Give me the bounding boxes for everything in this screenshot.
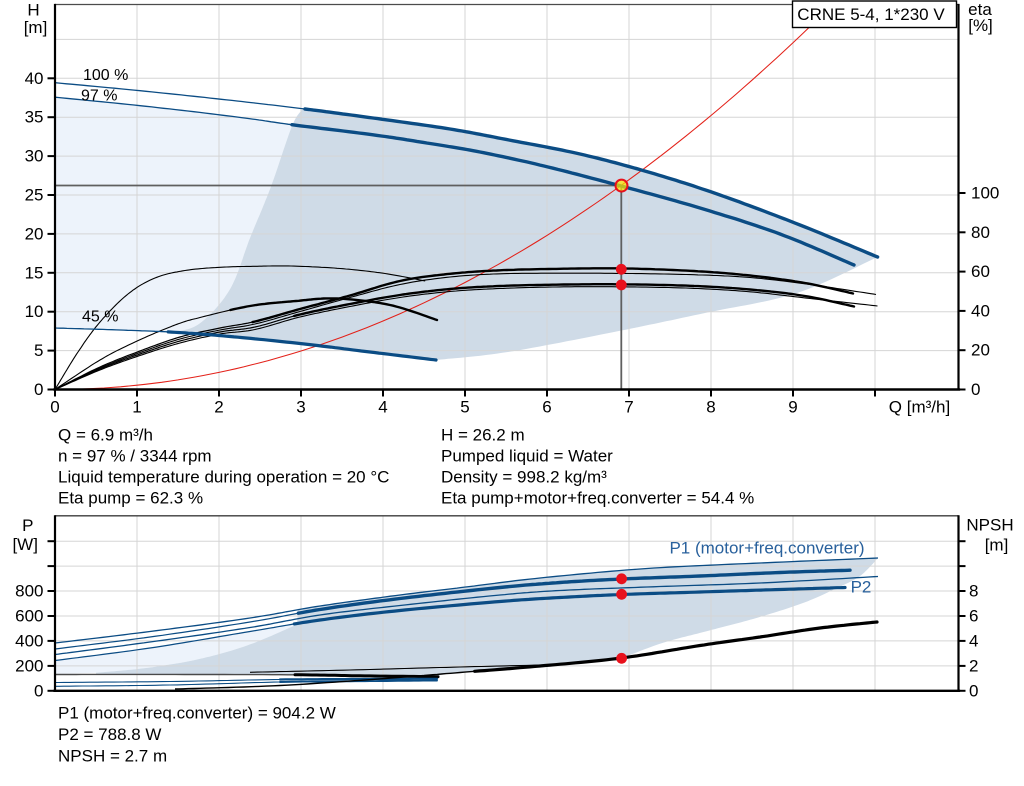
- svg-text:P: P: [22, 516, 33, 535]
- svg-text:Eta pump+motor+freq.converter: Eta pump+motor+freq.converter = 54.4 %: [441, 489, 754, 508]
- svg-text:45 %: 45 %: [82, 309, 118, 326]
- svg-text:0: 0: [34, 681, 43, 700]
- svg-text:6: 6: [542, 398, 551, 417]
- svg-text:400: 400: [15, 631, 43, 650]
- svg-text:1: 1: [132, 398, 141, 417]
- svg-text:P1 (motor+freq.converter): P1 (motor+freq.converter): [669, 539, 864, 558]
- svg-text:25: 25: [25, 186, 44, 205]
- svg-text:40: 40: [25, 69, 44, 88]
- svg-text:100: 100: [971, 184, 999, 203]
- svg-text:NPSH = 2.7 m: NPSH = 2.7 m: [58, 747, 167, 766]
- svg-text:5: 5: [460, 398, 469, 417]
- svg-text:600: 600: [15, 606, 43, 625]
- svg-text:20: 20: [25, 224, 44, 243]
- svg-text:2: 2: [969, 656, 978, 675]
- svg-text:0: 0: [50, 398, 59, 417]
- svg-text:30: 30: [25, 147, 44, 166]
- svg-text:7: 7: [624, 398, 633, 417]
- svg-text:60: 60: [971, 262, 990, 281]
- svg-text:Q = 6.9 m³/h: Q = 6.9 m³/h: [58, 426, 153, 445]
- svg-text:3: 3: [296, 398, 305, 417]
- svg-text:2: 2: [214, 398, 223, 417]
- svg-text:8: 8: [969, 582, 978, 601]
- svg-text:6: 6: [969, 606, 978, 625]
- svg-text:Q [m³/h]: Q [m³/h]: [889, 398, 950, 417]
- svg-text:Pumped liquid = Water: Pumped liquid = Water: [441, 447, 613, 466]
- svg-text:P1 (motor+freq.converter) = 90: P1 (motor+freq.converter) = 904.2 W: [58, 704, 336, 723]
- svg-text:NPSH: NPSH: [966, 516, 1013, 535]
- svg-text:Liquid temperature during oper: Liquid temperature during operation = 20…: [58, 468, 389, 487]
- svg-text:0: 0: [34, 380, 43, 399]
- svg-text:CRNE 5-4, 1*230 V: CRNE 5-4, 1*230 V: [797, 5, 945, 24]
- svg-text:8: 8: [706, 398, 715, 417]
- svg-text:[m]: [m]: [985, 536, 1009, 555]
- svg-text:9: 9: [788, 398, 797, 417]
- svg-text:35: 35: [25, 108, 44, 127]
- svg-text:[%]: [%]: [968, 16, 993, 35]
- svg-text:5: 5: [34, 341, 43, 360]
- svg-text:[W]: [W]: [12, 535, 38, 554]
- svg-text:40: 40: [971, 301, 990, 320]
- svg-text:10: 10: [25, 302, 44, 321]
- svg-text:P2: P2: [851, 578, 872, 597]
- svg-text:H = 26.2 m: H = 26.2 m: [441, 426, 525, 445]
- svg-text:0: 0: [971, 380, 980, 399]
- svg-text:P2 = 788.8 W: P2 = 788.8 W: [58, 725, 161, 744]
- svg-text:100 %: 100 %: [83, 67, 128, 84]
- svg-text:[m]: [m]: [24, 18, 48, 37]
- svg-text:97 %: 97 %: [81, 88, 117, 105]
- svg-text:Density = 998.2 kg/m³: Density = 998.2 kg/m³: [441, 468, 607, 487]
- svg-text:Eta pump = 62.3 %: Eta pump = 62.3 %: [58, 489, 203, 508]
- svg-text:80: 80: [971, 223, 990, 242]
- svg-text:n = 97 % / 3344 rpm: n = 97 % / 3344 rpm: [58, 447, 212, 466]
- svg-text:4: 4: [969, 631, 978, 650]
- svg-text:200: 200: [15, 656, 43, 675]
- svg-text:0: 0: [969, 681, 978, 700]
- svg-text:4: 4: [378, 398, 387, 417]
- svg-text:20: 20: [971, 341, 990, 360]
- svg-text:eta: eta: [968, 0, 992, 19]
- svg-text:800: 800: [15, 582, 43, 601]
- svg-text:15: 15: [25, 263, 44, 282]
- svg-text:H: H: [27, 1, 39, 20]
